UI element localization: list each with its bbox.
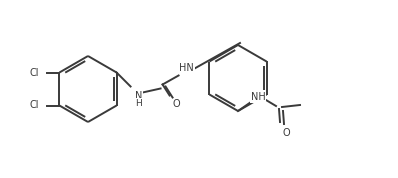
Text: O: O bbox=[173, 100, 180, 109]
Text: N: N bbox=[135, 91, 142, 101]
Text: HN: HN bbox=[179, 64, 194, 74]
Text: O: O bbox=[282, 128, 290, 138]
Text: Cl: Cl bbox=[30, 67, 39, 77]
Text: NH: NH bbox=[251, 92, 265, 102]
Text: Cl: Cl bbox=[30, 101, 39, 111]
Text: H: H bbox=[135, 99, 142, 108]
